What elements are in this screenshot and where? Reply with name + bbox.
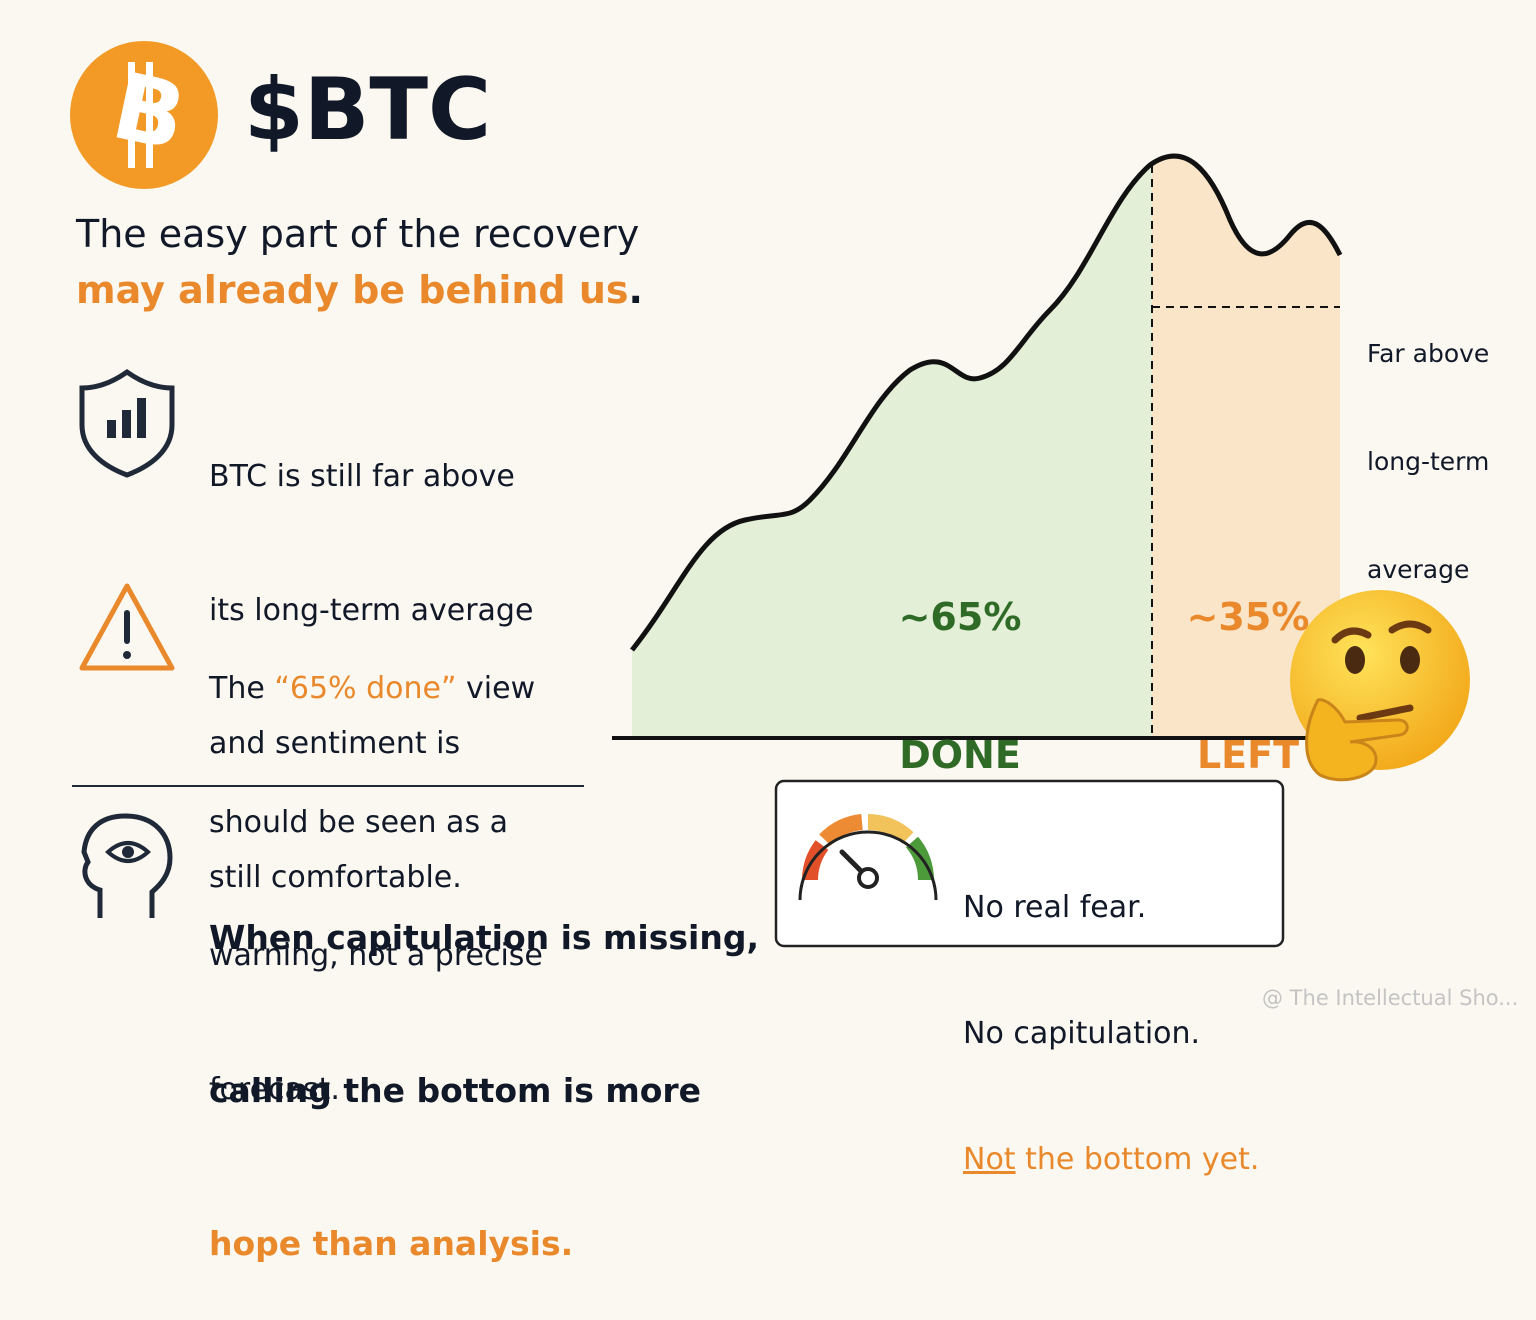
left-value: ~35% [1186,595,1310,639]
logo-bar [128,62,135,168]
emoji-eye [1400,646,1420,674]
conclusion-highlight: hope than analysis. [209,1224,574,1263]
callout-box [774,779,1285,948]
warning-dot [123,651,131,659]
point-line: and sentiment is [209,726,461,761]
callout-line: No real fear. [963,890,1147,925]
annotation-line: long-term [1367,447,1490,476]
icon-bar [107,420,116,438]
point-line: BTC is still far above [209,459,515,494]
callout-underlined: Not [963,1142,1016,1177]
headline-highlight: may already be behind us [76,268,629,312]
point-line: warning, not a precise [209,938,543,973]
left-label: ~35% LEFT [1148,502,1348,824]
logo-bar [146,62,153,168]
logo-circle [70,41,218,189]
emoji-brow [1388,620,1432,634]
point-lead: The [209,671,275,706]
title: $BTC [244,60,492,160]
annotation: Far above long-term average [1367,264,1489,624]
price-curve [630,153,1343,652]
point-tail: view [456,671,536,706]
annotation-line: Far above [1367,339,1490,368]
warning-mark [124,610,130,644]
page: B $BTC The easy part of the recovery may… [70,41,1519,1263]
done-label: ~65% DONE [860,502,1060,824]
emoji-eye [1345,646,1365,674]
done-value: ~65% [898,595,1022,639]
callout-rest: the bottom yet. [1015,1142,1260,1177]
emoji-brow [1331,627,1372,644]
head-icon [81,813,173,918]
headline-end: . [628,268,643,312]
gauge-outline [798,830,938,901]
point-line: The “65% done” view [209,667,543,712]
point-line: still comfortable. [209,859,462,895]
gauge-segment [819,814,864,846]
icon-bar [137,398,146,438]
conclusion: When capitulation is missing, calling th… [209,810,759,1320]
point-1: BTC is still far above its long-term ave… [209,366,533,945]
headline: The easy part of the recovery [76,212,640,256]
headline: may already be behind us. [76,268,643,312]
shield-icon [79,368,175,478]
watermark: @ The Intellectual Sho... [1262,986,1519,1010]
left-text: LEFT [1196,733,1300,777]
warning-icon [79,583,175,671]
done-text: DONE [899,733,1021,777]
conclusion-line: When capitulation is missing, [209,918,759,957]
gauge-segment [867,814,914,845]
callout-text: No real fear. No capitulation. Not the b… [963,803,1259,1223]
eye-pupil [122,846,134,858]
point-line: should be seen as a [209,804,508,840]
annotation-line: average [1367,555,1470,584]
callout-highlight: Not the bottom yet. [963,1139,1259,1181]
emoji-mouth [1356,704,1414,722]
point-highlight: “65% done” [274,671,457,706]
icon-bar [122,410,131,438]
callout-line: No capitulation. [963,1016,1201,1051]
emoji-hand [1305,698,1409,782]
conclusion-line: calling the bottom is more [209,1071,702,1110]
point-line: its long-term average [209,592,534,628]
eye-icon [105,841,151,863]
gauge-hub [857,867,879,889]
graphics: B [70,41,1470,948]
